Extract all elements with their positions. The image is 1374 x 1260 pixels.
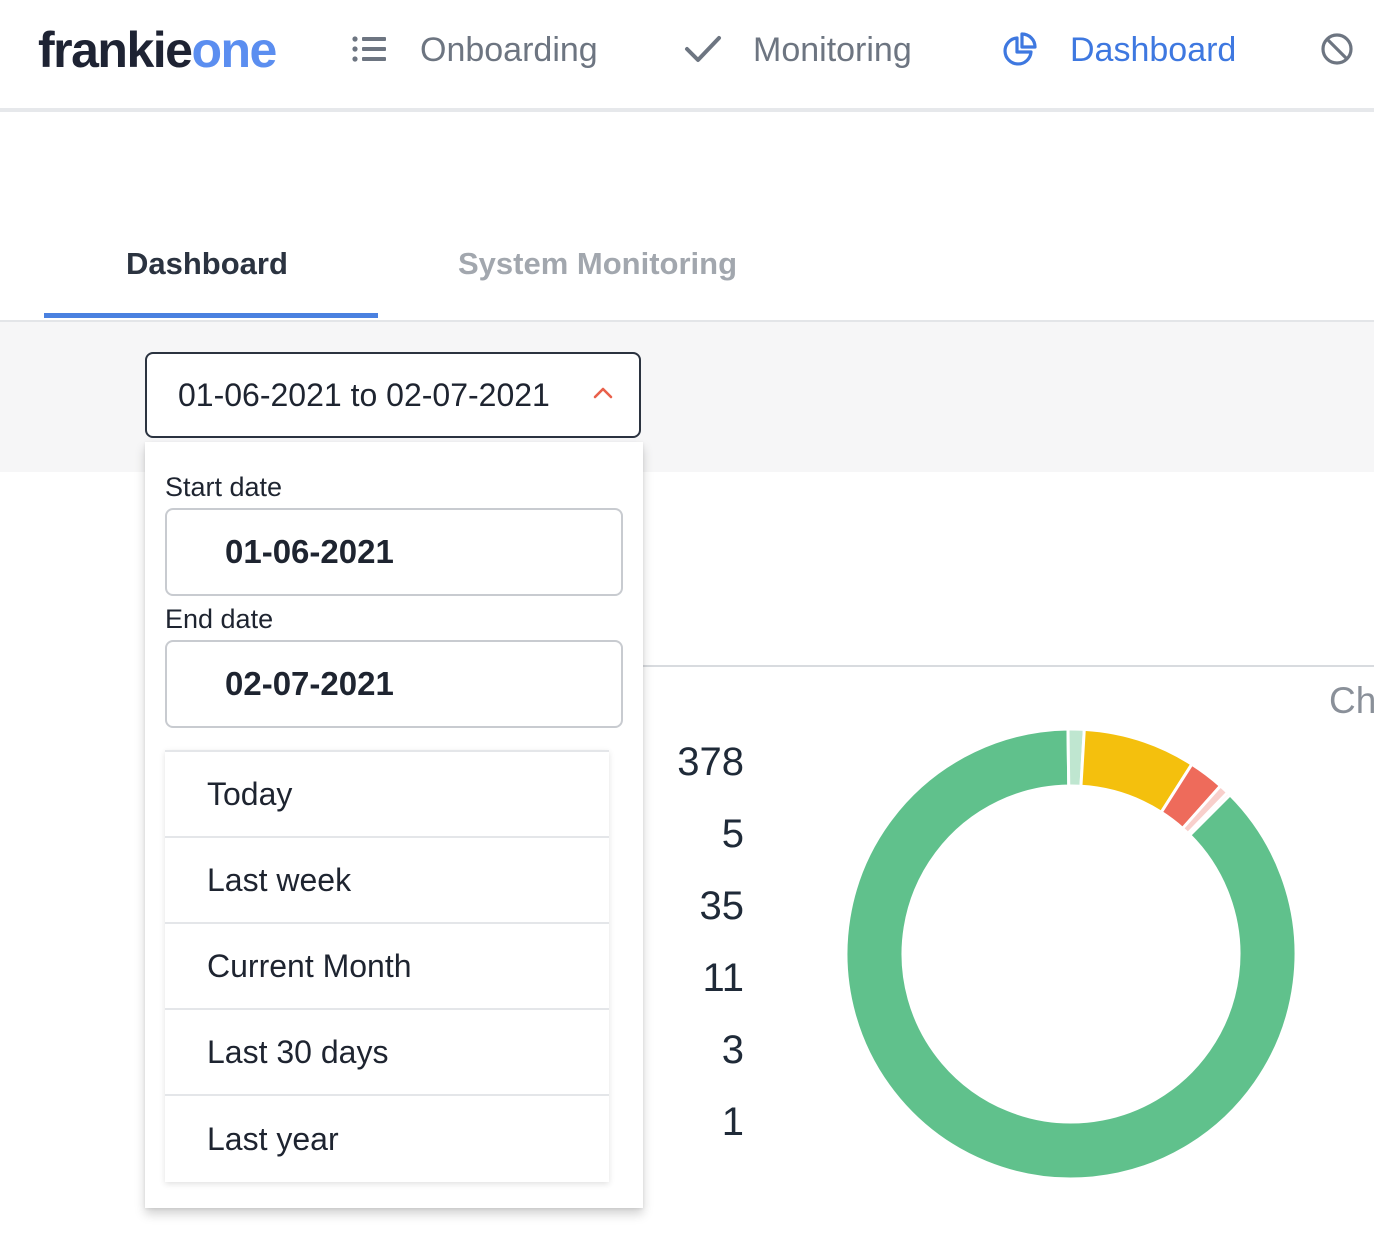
donut-segment[interactable] xyxy=(1185,790,1233,838)
date-preset-list: Today Last week Current Month Last 30 da… xyxy=(165,750,609,1182)
preset-last-year[interactable]: Last year xyxy=(207,1120,339,1157)
chevron-up-icon xyxy=(593,387,613,399)
count-value: 11 xyxy=(702,956,744,1000)
start-date-input[interactable] xyxy=(165,508,623,596)
nav-dashboard[interactable]: Dashboard xyxy=(1000,28,1236,72)
date-range-select[interactable]: 01-06-2021 to 02-07-2021 xyxy=(145,352,641,438)
preset-last-30-days[interactable]: Last 30 days xyxy=(165,1010,609,1096)
chart-title: Ch xyxy=(1329,680,1374,721)
preset-current-month[interactable]: Current Month xyxy=(165,924,609,1010)
preset-today[interactable]: Today xyxy=(165,752,609,838)
end-date-label: End date xyxy=(165,604,274,634)
nav-monitoring-label: Monitoring xyxy=(753,30,912,69)
nav-monitoring[interactable]: Monitoring xyxy=(683,28,912,72)
count-value: 1 xyxy=(721,1100,744,1144)
top-navigation: frankieone Onboarding Monitoring Dashboa… xyxy=(0,0,1374,108)
tabs-divider xyxy=(0,320,1374,322)
nav-onboarding[interactable]: Onboarding xyxy=(350,28,598,72)
block-icon xyxy=(1321,33,1353,65)
nav-onboarding-label: Onboarding xyxy=(420,30,598,69)
count-value: 3 xyxy=(721,1028,744,1072)
nav-blocklist[interactable] xyxy=(1318,28,1374,72)
chart-card-divider xyxy=(643,665,1374,667)
list-icon xyxy=(352,36,386,62)
tab-system-monitoring[interactable]: System Monitoring xyxy=(458,246,738,281)
tab-dashboard[interactable]: Dashboard xyxy=(126,246,288,281)
date-range-popover: Start date End date Today Last week Curr… xyxy=(145,442,643,1208)
nav-dashboard-label: Dashboard xyxy=(1070,30,1237,69)
date-range-value: 01-06-2021 to 02-07-2021 xyxy=(178,376,550,413)
pie-chart-icon xyxy=(1003,32,1037,66)
preset-last-week[interactable]: Last week xyxy=(165,838,609,924)
count-value: 5 xyxy=(721,812,744,856)
check-icon xyxy=(685,36,721,62)
end-date-input[interactable] xyxy=(165,640,623,728)
donut-segment[interactable] xyxy=(845,728,1297,1180)
count-value: 35 xyxy=(699,884,745,928)
donut-chart xyxy=(845,728,1297,1180)
top-navigation-divider xyxy=(0,108,1374,112)
logo[interactable]: frankieone xyxy=(38,22,277,78)
count-value: 378 xyxy=(677,740,744,784)
active-tab-indicator xyxy=(44,313,378,318)
start-date-label: Start date xyxy=(165,472,283,502)
